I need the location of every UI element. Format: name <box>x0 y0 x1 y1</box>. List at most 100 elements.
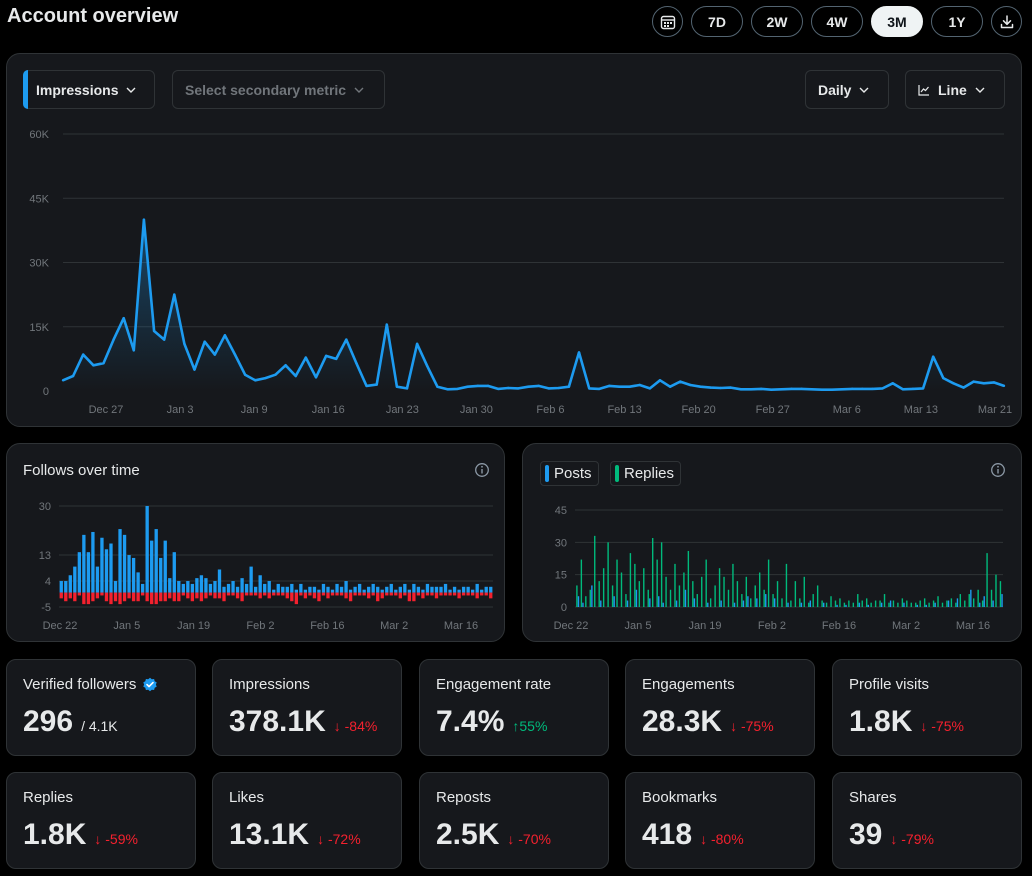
replies-bar <box>977 589 979 607</box>
unfollows-bar <box>127 592 131 599</box>
legend-replies[interactable]: Replies <box>610 461 682 486</box>
stat-card-impressions[interactable]: Impressions 378.1K ↓ -84% <box>212 659 402 756</box>
y-tick-label: 30 <box>39 501 51 513</box>
data-point <box>496 387 500 391</box>
x-tick-label: Mar 2 <box>380 620 408 632</box>
chevron-down-icon <box>126 87 136 93</box>
data-point <box>567 385 571 388</box>
follows-bar <box>64 581 68 593</box>
unfollows-bar <box>330 592 335 596</box>
stat-card-likes[interactable]: Likes 13.1K ↓ -72% <box>212 772 402 869</box>
follows-bar <box>199 575 204 593</box>
stat-card-engagements[interactable]: Engagements 28.3K ↓ -75% <box>625 659 815 756</box>
replies-bar <box>941 602 944 607</box>
replies-bar <box>647 589 649 607</box>
stat-card-engagement-rate[interactable]: Engagement rate 7.4% ↑55% <box>419 659 609 756</box>
data-point <box>719 386 722 390</box>
stat-card-replies[interactable]: Replies 1.8K ↓ -59% <box>6 772 196 869</box>
posts-replies-chart-card: Posts Replies 45 30 15 0 Dec 22 Jan 5 Jan 19 Fe… <box>522 443 1022 642</box>
replies-bar <box>741 594 743 607</box>
unfollows-bar <box>118 592 122 605</box>
stat-card-shares[interactable]: Shares 39 ↓ -79% <box>832 772 1022 869</box>
follows-bar <box>475 583 479 593</box>
follows-bar <box>240 578 244 593</box>
follows-bar <box>222 586 226 593</box>
data-point <box>486 384 490 388</box>
replies-bar <box>758 572 761 607</box>
follows-bar <box>339 586 344 593</box>
range-4w-button[interactable]: 4W <box>811 6 863 37</box>
info-icon[interactable] <box>474 462 490 478</box>
follows-bar <box>86 552 91 593</box>
stat-card-verified-followers[interactable]: Verified followers 296 / 4.1K <box>6 659 196 756</box>
range-3m-button[interactable]: 3M <box>871 6 923 37</box>
data-point <box>982 382 985 385</box>
unfollows-bar <box>208 592 213 596</box>
replies-bar <box>852 602 855 607</box>
data-point <box>284 364 287 367</box>
stat-delta: ↓ -75% <box>730 718 774 734</box>
data-point <box>122 316 125 320</box>
legend-posts[interactable]: Posts <box>540 461 599 486</box>
primary-metric-select[interactable]: Impressions <box>23 70 155 109</box>
follows-bar <box>100 537 104 593</box>
data-point <box>871 387 874 391</box>
stat-value-row: 1.8K ↓ -59% <box>23 818 138 852</box>
replies-bar <box>638 581 641 607</box>
unfollows-bar <box>326 592 330 599</box>
posts-bar <box>747 596 749 607</box>
chart-type-select[interactable]: Line <box>905 70 1005 109</box>
unfollows-bar <box>367 592 371 599</box>
replies-bar <box>990 589 993 607</box>
replies-bar <box>607 542 609 607</box>
unfollows-bar <box>267 592 271 599</box>
posts-bar <box>600 600 602 607</box>
replies-bar <box>674 563 676 607</box>
unfollows-bar <box>231 592 235 596</box>
stat-card-bookmarks[interactable]: Bookmarks 418 ↓ -80% <box>625 772 815 869</box>
follows-bar <box>186 581 190 593</box>
range-1y-button[interactable]: 1Y <box>931 6 983 37</box>
data-point <box>233 353 237 356</box>
data-point <box>679 380 682 383</box>
replies-bar <box>870 602 872 607</box>
calendar-button[interactable] <box>652 6 683 37</box>
stat-card-reposts[interactable]: Reposts 2.5K ↓ -70% <box>419 772 609 869</box>
follows-bar <box>308 586 312 593</box>
follows-bar <box>181 583 185 593</box>
unfollows-bar <box>452 592 457 596</box>
granularity-select[interactable]: Daily <box>805 70 889 109</box>
data-point <box>446 388 449 391</box>
unfollows-bar <box>263 592 267 596</box>
data-point <box>800 387 803 391</box>
follows-bar <box>430 586 434 593</box>
follows-bar <box>104 549 109 593</box>
unfollows-bar <box>68 592 72 599</box>
stat-value: 2.5K <box>436 818 500 851</box>
secondary-metric-select[interactable]: Select secondary metric <box>172 70 385 109</box>
unfollows-bar <box>380 592 384 599</box>
stat-card-profile-visits[interactable]: Profile visits 1.8K ↓ -75% <box>832 659 1022 756</box>
stat-delta: ↓ -79% <box>890 831 934 847</box>
posts-bar <box>787 602 789 607</box>
stat-value-row: 418 ↓ -80% <box>642 818 744 852</box>
download-button[interactable] <box>991 6 1022 37</box>
chart-type-label: Line <box>938 81 967 98</box>
data-point <box>82 353 85 356</box>
info-icon[interactable] <box>990 462 1006 478</box>
range-2w-button[interactable]: 2W <box>751 6 803 37</box>
unfollows-bar <box>258 592 262 599</box>
range-7d-button[interactable]: 7D <box>691 6 743 37</box>
posts-bar <box>983 596 985 607</box>
replies-bar <box>723 576 725 607</box>
unfollows-bar <box>82 592 86 605</box>
posts-bar <box>823 602 825 607</box>
unfollows-bar <box>403 592 407 596</box>
data-point <box>628 385 631 388</box>
replies-bar <box>857 594 859 607</box>
unfollows-bar <box>389 592 393 596</box>
y-tick-label: 45 <box>555 505 567 517</box>
unfollows-bar <box>136 592 140 602</box>
unfollows-bar <box>140 592 145 596</box>
data-point <box>334 357 338 361</box>
